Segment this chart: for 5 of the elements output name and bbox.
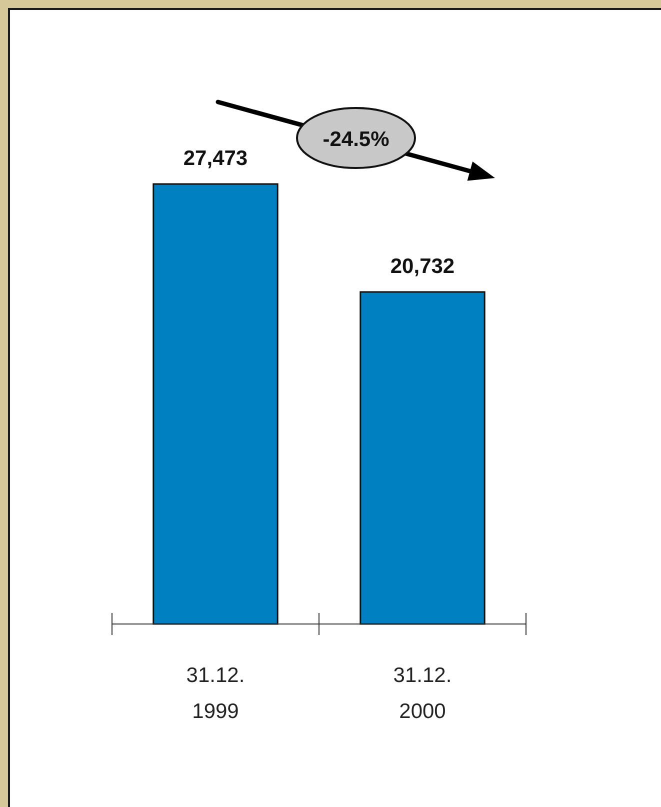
data-label: 27,473: [183, 147, 248, 170]
x-tick-label: 31.12. 1999: [186, 664, 245, 723]
data-label: 20,732: [390, 254, 455, 278]
text: -24.5%: [322, 128, 390, 151]
x-tick-label: 31.12. 2000: [393, 664, 452, 723]
